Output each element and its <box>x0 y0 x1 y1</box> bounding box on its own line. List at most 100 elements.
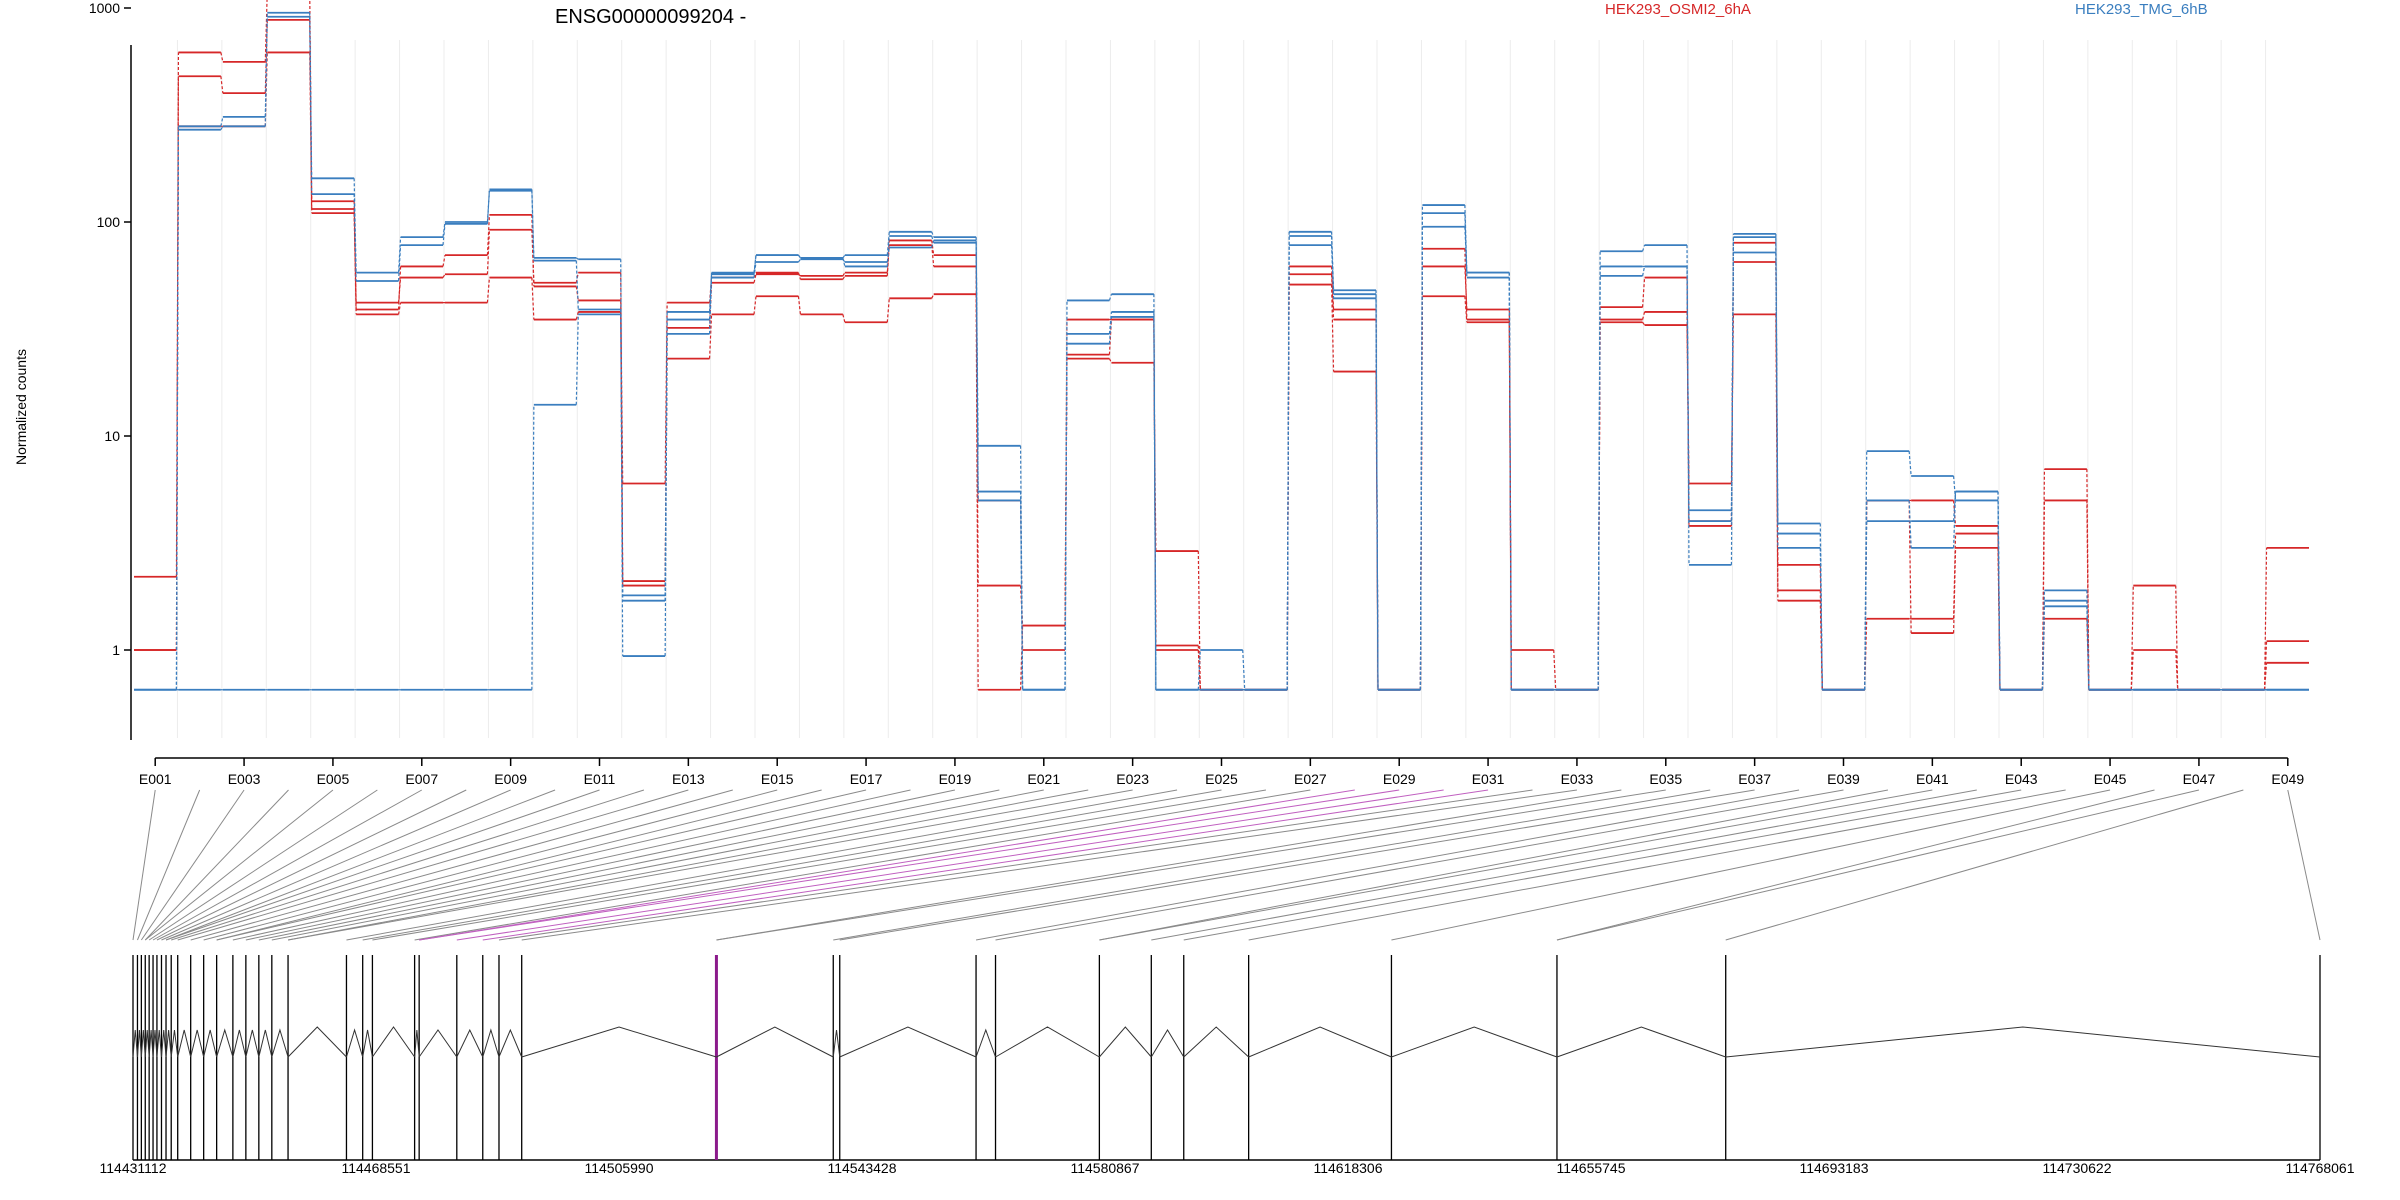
genomic-tick-label: 114468551 <box>341 1160 410 1176</box>
exon-connector <box>833 789 1711 941</box>
exon-connector <box>1725 789 2244 941</box>
exon-connector <box>716 789 1666 941</box>
x-tick-label: E043 <box>2005 771 2038 787</box>
legend-entry-tmg: HEK293_TMG_6hB <box>2075 1 2208 18</box>
genomic-tick-label: 114693183 <box>1799 1160 1868 1176</box>
exon-connector <box>2287 789 2321 941</box>
x-tick-label: E013 <box>672 771 705 787</box>
series-5 <box>134 11 2309 691</box>
y-tick-label: 10 <box>104 428 120 444</box>
intron-links <box>132 1026 2321 1058</box>
exon-connector <box>144 789 289 941</box>
exon-connector <box>216 789 867 941</box>
genomic-tick-label: 114618306 <box>1313 1160 1382 1176</box>
x-tick-label: E015 <box>761 771 794 787</box>
series-transitions <box>175 16 2267 691</box>
exon-connector <box>498 789 1533 941</box>
exon-connector <box>995 789 1844 941</box>
x-tick-label: E031 <box>1472 771 1505 787</box>
exon-connector <box>1183 789 2022 941</box>
exon-connector <box>165 789 600 941</box>
x-tick-label: E027 <box>1294 771 1327 787</box>
x-tick-label: E035 <box>1649 771 1682 787</box>
exon-connector <box>171 789 645 941</box>
exon-connector <box>1556 789 2200 941</box>
x-tick-label: E019 <box>939 771 972 787</box>
exon-connector <box>1556 789 2155 941</box>
series-lines <box>134 0 2309 691</box>
exon-connector <box>232 789 911 941</box>
series-transitions <box>175 19 2268 691</box>
x-tick-label: E005 <box>317 771 350 787</box>
exon-connector <box>346 789 1178 941</box>
exon-connector <box>1151 789 1977 941</box>
series-6 <box>134 225 2309 691</box>
exon-connector <box>165 789 556 941</box>
exon-connector <box>362 789 1222 941</box>
genomic-tick-label: 114580867 <box>1070 1160 1139 1176</box>
exon-connector <box>216 789 822 941</box>
exon-connector <box>287 789 1133 941</box>
y-tick-label: 1000 <box>89 0 120 16</box>
exon-connector <box>414 789 1311 941</box>
exon-connector <box>156 789 467 941</box>
x-tick-label: E037 <box>1738 771 1771 787</box>
axes: 1 10 100 1000 E001 E003 E005 E007 E009 E011 E013 E0… <box>89 0 2305 787</box>
genomic-tick-label: 114431112 <box>100 1160 167 1176</box>
y-tick-label: 1 <box>112 642 120 658</box>
x-tick-label: E029 <box>1383 771 1416 787</box>
x-tick-label: E041 <box>1916 771 1949 787</box>
x-tick-label: E045 <box>2094 771 2127 787</box>
exon-connector <box>148 789 378 941</box>
series-1 <box>134 18 2309 691</box>
gene-model: 114431112 114468551 114505990 114543428 1145… <box>100 955 2355 1176</box>
series-2 <box>134 0 2309 691</box>
series-4 <box>134 15 2309 691</box>
series-transitions <box>175 52 2268 691</box>
genomic-tick-label: 114655745 <box>1556 1160 1625 1176</box>
exon-connector <box>137 789 201 941</box>
x-tick-label: E039 <box>1827 771 1860 787</box>
exon-connector <box>245 789 956 941</box>
series-transitions <box>175 12 2267 691</box>
exon-connector <box>132 789 156 941</box>
exon-connector <box>1391 789 2111 941</box>
x-tick-label: E033 <box>1561 771 1594 787</box>
genomic-tick-label: 114768061 <box>2285 1160 2354 1176</box>
exon-connector <box>144 789 334 941</box>
x-tick-label: E003 <box>228 771 261 787</box>
exon-connector <box>203 789 778 941</box>
exon-connectors <box>132 789 2321 941</box>
x-tick-label: E009 <box>494 771 527 787</box>
exon-connector <box>419 789 1400 941</box>
genomic-tick-label: 114505990 <box>584 1160 653 1176</box>
exon-connector <box>482 789 1489 941</box>
exon-connector <box>161 789 511 941</box>
x-tick-label: E025 <box>1205 771 1238 787</box>
x-tick-label: E007 <box>405 771 438 787</box>
exon-connector <box>456 789 1444 941</box>
y-axis-label: Normalized counts <box>13 349 29 465</box>
y-tick-label: 100 <box>97 214 121 230</box>
x-tick-label: E021 <box>1027 771 1060 787</box>
exon-connector <box>177 789 689 941</box>
exon-connector <box>1248 789 2066 941</box>
genomic-tick-label: 114730622 <box>2042 1160 2111 1176</box>
series-transitions <box>176 226 2267 691</box>
x-tick-label: E047 <box>2183 771 2216 787</box>
x-tick-label: E023 <box>1116 771 1149 787</box>
series-3 <box>134 51 2309 691</box>
x-tick-label: E011 <box>584 771 616 787</box>
exon-connector <box>521 789 1577 941</box>
exon-connector <box>419 789 1355 941</box>
exon-connector <box>190 789 733 941</box>
exon-connector <box>1099 789 1933 941</box>
exon-connector <box>839 789 1755 941</box>
series-transitions <box>175 0 2268 691</box>
x-tick-label: E017 <box>850 771 883 787</box>
x-tick-label: E049 <box>2271 771 2304 787</box>
x-tick-label: E001 <box>139 771 172 787</box>
legend-entry-osmi2: HEK293_OSMI2_6hA <box>1605 1 1751 18</box>
exon-connector <box>975 789 1800 941</box>
